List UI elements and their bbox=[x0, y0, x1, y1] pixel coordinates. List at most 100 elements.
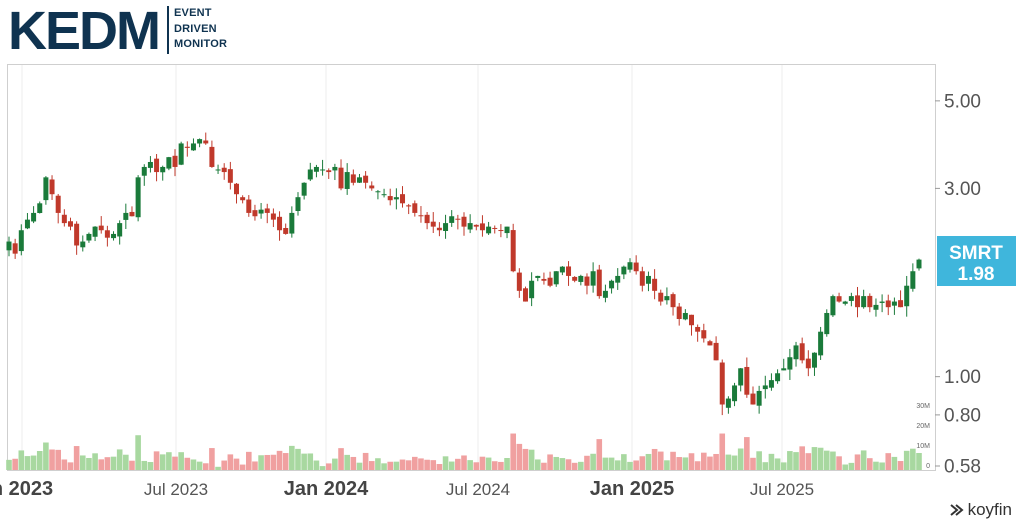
candle-body bbox=[344, 172, 350, 189]
candle-body bbox=[393, 197, 399, 200]
koyfin-logo-icon bbox=[949, 504, 964, 516]
candle-body bbox=[855, 295, 861, 308]
volume-bar bbox=[387, 461, 394, 470]
logo-area: KEDM EVENT DRIVEN MONITOR bbox=[0, 0, 1024, 62]
candle-body bbox=[369, 185, 375, 189]
volume-bar bbox=[842, 464, 849, 470]
volume-bar bbox=[750, 457, 756, 470]
volume-bar bbox=[24, 456, 31, 470]
volume-bar bbox=[295, 448, 301, 470]
volume-bar bbox=[73, 446, 80, 470]
candle-body bbox=[689, 314, 694, 326]
volume-bar bbox=[860, 450, 867, 470]
candle-body bbox=[879, 301, 885, 303]
y-tick-label: 0.58 bbox=[944, 457, 981, 478]
koyfin-branding[interactable]: koyfin bbox=[948, 500, 1012, 520]
volume-bar bbox=[455, 458, 461, 470]
volume-bar bbox=[903, 450, 910, 470]
candle-body bbox=[529, 280, 535, 299]
volume-bar bbox=[338, 448, 344, 470]
x-tick-label: Jul 2024 bbox=[446, 480, 510, 499]
y-tick-label: 1.00 bbox=[944, 367, 981, 388]
volume-bar bbox=[252, 461, 258, 470]
candle-body bbox=[609, 280, 615, 289]
volume-bar bbox=[590, 453, 596, 470]
candle-body bbox=[768, 380, 774, 388]
volume-bar bbox=[350, 456, 357, 470]
candle-body bbox=[227, 169, 233, 183]
volume-bar bbox=[319, 466, 326, 470]
volume-bar bbox=[141, 460, 148, 470]
volume-bar bbox=[744, 437, 750, 470]
volume-axis: 30M 20M 10M 0 bbox=[916, 403, 930, 470]
candle-body bbox=[12, 243, 18, 254]
volume-bar bbox=[916, 453, 922, 470]
volume-bar bbox=[381, 463, 387, 470]
volume-bar bbox=[688, 453, 695, 470]
volume-bar bbox=[55, 449, 61, 470]
candle-body bbox=[350, 174, 356, 183]
candle-body bbox=[805, 358, 811, 369]
candle-body bbox=[313, 166, 319, 172]
volume-bar bbox=[879, 462, 885, 470]
volume-bar bbox=[621, 454, 627, 470]
candle-body bbox=[221, 167, 227, 173]
volume-bar bbox=[553, 456, 560, 470]
candle-body bbox=[461, 216, 467, 227]
volume-bar bbox=[92, 453, 98, 470]
candle-body bbox=[61, 214, 67, 224]
volume-bar bbox=[129, 460, 135, 470]
candle-body bbox=[553, 271, 559, 285]
candle-body bbox=[658, 292, 664, 302]
volume-bar bbox=[670, 451, 676, 470]
candle-body bbox=[891, 301, 897, 306]
candle-body bbox=[123, 212, 129, 220]
volume-bar bbox=[424, 459, 430, 470]
candle-body bbox=[240, 197, 246, 201]
volume-bar bbox=[442, 456, 449, 470]
volume-bar bbox=[774, 458, 781, 470]
candle-body bbox=[756, 390, 762, 406]
volume-bar bbox=[147, 462, 154, 470]
volume-bar bbox=[467, 460, 473, 470]
candle-body bbox=[559, 266, 565, 273]
volume-bar bbox=[614, 460, 621, 470]
volume-bar bbox=[498, 461, 504, 470]
candle-body bbox=[178, 143, 184, 165]
plot-frame bbox=[7, 64, 936, 471]
volume-bar bbox=[61, 459, 68, 470]
candle-body bbox=[190, 143, 196, 151]
volume-bar bbox=[436, 464, 443, 470]
candle-body bbox=[375, 191, 381, 193]
candle-body bbox=[510, 230, 516, 272]
candle-body bbox=[670, 294, 676, 308]
volume-bar bbox=[18, 450, 25, 470]
candle-body bbox=[664, 296, 670, 301]
candle-body bbox=[209, 146, 215, 167]
candle-body bbox=[86, 233, 92, 241]
candle-body bbox=[787, 357, 793, 370]
candle-body bbox=[498, 230, 504, 232]
volume-bar bbox=[405, 460, 412, 470]
candle-body bbox=[885, 300, 891, 308]
candle-body bbox=[455, 218, 461, 220]
volume-bar bbox=[43, 442, 49, 470]
candle-body bbox=[80, 241, 86, 248]
volume-bar bbox=[307, 453, 314, 470]
candle-body bbox=[104, 230, 110, 238]
x-tick-label: Jan 2025 bbox=[590, 478, 675, 500]
volume-bar bbox=[202, 463, 209, 470]
volume-bar bbox=[534, 459, 541, 470]
volume-bar bbox=[528, 449, 535, 470]
candle-body bbox=[682, 312, 688, 320]
candle-body bbox=[424, 214, 430, 224]
volume-bar bbox=[584, 455, 590, 470]
volume-bar bbox=[565, 459, 572, 470]
ticker-badge: SMRT 1.98 bbox=[937, 236, 1016, 286]
candle-body bbox=[473, 224, 479, 227]
volume-bar bbox=[399, 459, 406, 470]
volume-bar bbox=[276, 450, 283, 470]
candle-body bbox=[332, 166, 338, 171]
volume-bar bbox=[172, 456, 178, 470]
